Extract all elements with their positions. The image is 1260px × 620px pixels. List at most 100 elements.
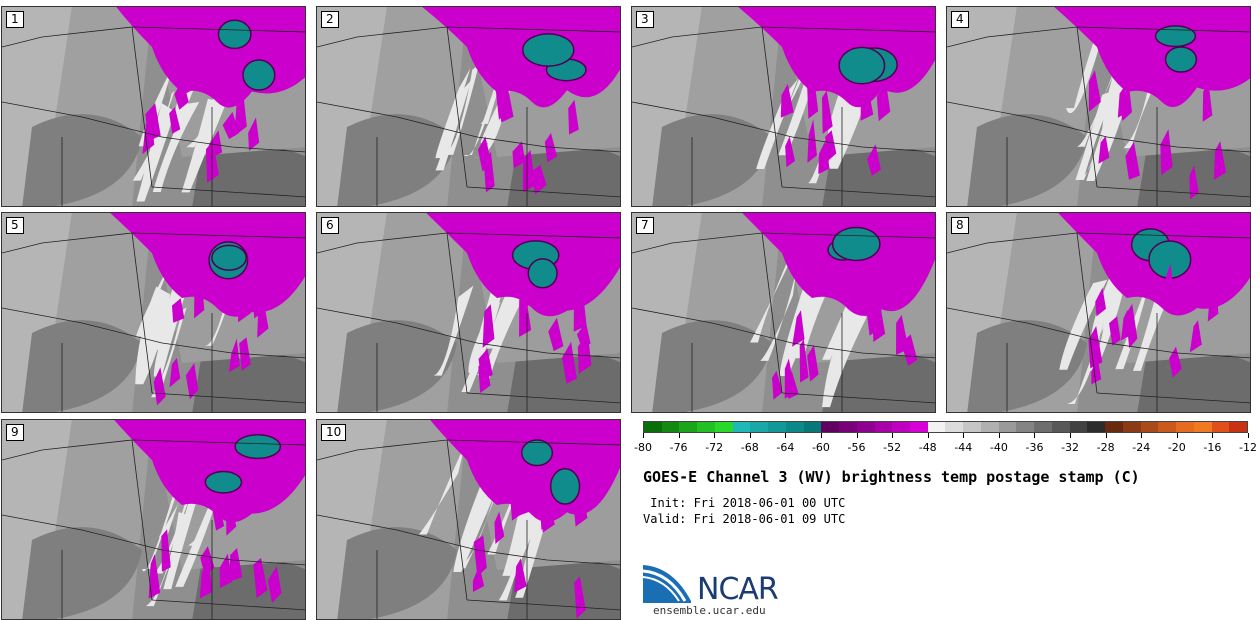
brightness-band (967, 114, 1087, 206)
cold-cloud-fragment (169, 107, 181, 134)
colorbar-segment (714, 422, 733, 432)
cold-cloud-fragment (142, 114, 155, 155)
colorbar-segment (839, 422, 857, 432)
brightness-band (822, 349, 935, 412)
cold-cloud-region (1052, 7, 1250, 107)
cold-cloud-fragment (1202, 79, 1213, 122)
wv-map (2, 7, 305, 206)
colorbar-tick-mark (1212, 433, 1214, 438)
cold-cloud-fragment (1189, 165, 1199, 200)
cold-core (1164, 46, 1198, 73)
brightness-band (507, 349, 620, 412)
moisture-streak (152, 101, 200, 192)
state-boundary (2, 232, 305, 254)
cold-cloud-fragment (1091, 358, 1102, 385)
colorbar-segment (821, 422, 840, 432)
cold-cloud-fragment (267, 565, 282, 604)
cold-cloud-fragment (1125, 141, 1140, 180)
cold-cloud-fragment (1088, 325, 1103, 369)
colorbar-segment (910, 422, 928, 432)
state-boundary (446, 232, 468, 394)
wv-map (317, 7, 620, 206)
cold-cloud-fragment (1095, 287, 1107, 317)
panel-number: 5 (6, 217, 24, 234)
cold-cloud-fragment (574, 576, 586, 619)
cold-cloud-fragment (472, 565, 485, 593)
cold-core (204, 470, 243, 494)
cold-cloud-fragment (865, 289, 880, 336)
state-boundary (761, 26, 783, 188)
cold-cloud-fragment (1169, 346, 1182, 378)
colorbar-segment (1211, 422, 1230, 432)
colorbar-segment (1158, 422, 1177, 432)
moisture-streak (433, 285, 474, 376)
state-boundary (2, 101, 305, 153)
cold-cloud-fragment (876, 82, 891, 122)
cold-cloud-fragment (531, 164, 547, 195)
state-boundary (2, 26, 305, 48)
moisture-streak (136, 103, 176, 202)
cold-cloud-fragment (199, 565, 213, 599)
cold-cloud-fragment (473, 535, 487, 577)
cold-cloud-fragment (182, 68, 192, 95)
colorbar-segment (697, 422, 715, 432)
moisture-streak (822, 307, 867, 408)
postage-stamp-panel: 5 (1, 212, 306, 413)
wv-map (632, 7, 935, 206)
state-boundary (317, 26, 620, 48)
colorbar-tick-label: -72 (705, 441, 724, 454)
state-boundary (131, 26, 153, 188)
cold-cloud-region (735, 7, 935, 108)
moisture-streak (132, 90, 175, 181)
state-boundary (466, 599, 620, 611)
cold-cloud-fragment (253, 557, 268, 598)
brightness-band (22, 114, 142, 206)
postage-stamp-panel: 1 (1, 6, 306, 207)
colorbar-tick-label: -68 (740, 441, 759, 454)
cold-cloud-fragment (522, 149, 536, 193)
moisture-streak (145, 511, 191, 607)
colorbar-tick-mark (749, 433, 751, 438)
colorbar-tick-label: -16 (1203, 441, 1222, 454)
cold-cloud-region (418, 7, 620, 108)
moisture-streak (1123, 58, 1169, 149)
colorbar-tick-label: -56 (847, 441, 866, 454)
brightness-band (22, 320, 142, 412)
cold-cloud-fragment (1164, 263, 1175, 311)
cold-cloud-fragment (228, 338, 240, 373)
colorbar-segment (1229, 422, 1247, 432)
moisture-streak (181, 98, 227, 193)
cold-cloud-fragment (229, 547, 243, 582)
brightness-band (507, 556, 620, 619)
brightness-band (652, 114, 772, 206)
state-boundary (2, 439, 305, 461)
moisture-streak (154, 483, 196, 574)
cold-cloud-fragment (821, 90, 833, 134)
panel-number: 10 (321, 424, 347, 441)
colorbar-segment (732, 422, 751, 432)
colorbar-segment (785, 422, 804, 432)
cold-cloud-fragment (901, 334, 918, 367)
cold-cloud-fragment (772, 370, 783, 400)
state-boundary (1076, 26, 1098, 188)
figure-title: GOES-E Channel 3 (WV) brightness temp po… (643, 468, 1140, 486)
cold-cloud-fragment (169, 357, 181, 388)
colorbar-tick-mark (1248, 433, 1249, 438)
wv-map (317, 420, 620, 619)
colorbar-tick-label: -40 (989, 441, 1008, 454)
cold-cloud-fragment (1098, 135, 1110, 164)
cold-cloud-fragment (860, 85, 874, 121)
colorbar-segment (980, 422, 999, 432)
cold-core (211, 244, 247, 271)
cold-cloud-fragment (222, 111, 240, 140)
moisture-streak (135, 286, 171, 385)
cold-core (522, 33, 575, 67)
brightness-band (192, 143, 305, 206)
state-boundary (131, 439, 153, 601)
postage-stamp-panel: 3 (631, 6, 936, 207)
postage-stamp-panel: 6 (316, 212, 621, 413)
state-boundary (317, 101, 620, 153)
postage-stamp-panel: 4 (946, 6, 1251, 207)
state-boundary (466, 186, 620, 198)
panel-number: 6 (321, 217, 339, 234)
